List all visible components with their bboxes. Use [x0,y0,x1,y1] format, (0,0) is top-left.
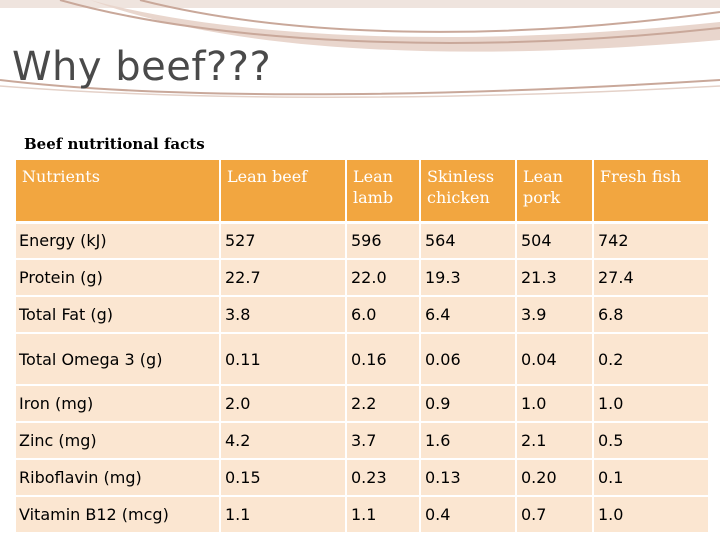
header-fresh-fish: Fresh fish [593,160,710,224]
table-row: Protein (g) 22.7 22.0 19.3 21.3 27.4 [16,259,710,297]
table-cell: 527 [220,222,347,260]
table-caption: Beef nutritional facts [24,135,205,153]
nutrient-label: Vitamin B12 (mcg) [16,496,221,534]
swoosh-line-1 [59,0,720,44]
nutrient-label: Energy (kJ) [16,222,221,260]
header-lean-lamb: Lean lamb [346,160,421,224]
top-band [0,0,720,8]
table-cell: 3.9 [516,296,594,334]
table-cell: 0.7 [516,496,594,534]
header-lean-pork: Lean pork [516,160,594,224]
nutrition-table: Nutrients Lean beef Lean lamb Skinless c… [16,160,710,534]
swoosh-line-2 [139,0,720,33]
table-row: Vitamin B12 (mcg) 1.1 1.1 0.4 0.7 1.0 [16,496,710,534]
table-cell: 1.0 [593,496,710,534]
table-cell: 1.0 [516,385,594,423]
table-row: Riboflavin (mg) 0.15 0.23 0.13 0.20 0.1 [16,459,710,497]
table-cell: 2.1 [516,422,594,460]
table-cell: 3.7 [346,422,421,460]
table-cell: 504 [516,222,594,260]
header-lean-beef: Lean beef [220,160,347,224]
table-cell: 0.23 [346,459,421,497]
slide-title: Why beef??? [12,44,272,90]
table-cell: 6.0 [346,296,421,334]
table-cell: 0.2 [593,333,710,386]
nutrient-label: Riboflavin (mg) [16,459,221,497]
nutrient-label: Total Omega 3 (g) [16,333,221,386]
table-header-row: Nutrients Lean beef Lean lamb Skinless c… [16,160,710,224]
table-cell: 0.9 [420,385,517,423]
table-cell: 0.06 [420,333,517,386]
swoosh-fill [90,0,720,52]
table-cell: 1.0 [593,385,710,423]
table-cell: 0.13 [420,459,517,497]
table-cell: 6.4 [420,296,517,334]
nutrient-label: Total Fat (g) [16,296,221,334]
table-cell: 22.0 [346,259,421,297]
table-cell: 0.5 [593,422,710,460]
table-cell: 1.1 [346,496,421,534]
table-row: Energy (kJ) 527 596 564 504 742 [16,222,710,260]
swoosh-line-4 [0,85,720,99]
table-cell: 0.11 [220,333,347,386]
table-cell: 0.04 [516,333,594,386]
swoosh-line-3 [0,79,720,96]
table-cell: 6.8 [593,296,710,334]
table-cell: 19.3 [420,259,517,297]
table-cell: 596 [346,222,421,260]
header-nutrients: Nutrients [16,160,221,224]
nutrient-label: Protein (g) [16,259,221,297]
table-cell: 0.15 [220,459,347,497]
header-skinless-chicken: Skinless chicken [420,160,517,224]
table-cell: 0.4 [420,496,517,534]
table-row: Total Fat (g) 3.8 6.0 6.4 3.9 6.8 [16,296,710,334]
table-row: Iron (mg) 2.0 2.2 0.9 1.0 1.0 [16,385,710,423]
table-cell: 4.2 [220,422,347,460]
table-cell: 1.6 [420,422,517,460]
table-cell: 0.20 [516,459,594,497]
table-cell: 21.3 [516,259,594,297]
nutrient-label: Iron (mg) [16,385,221,423]
table-row: Zinc (mg) 4.2 3.7 1.6 2.1 0.5 [16,422,710,460]
table-cell: 0.16 [346,333,421,386]
swoosh-decoration [0,0,720,99]
table-cell: 22.7 [220,259,347,297]
table-cell: 1.1 [220,496,347,534]
table-cell: 564 [420,222,517,260]
table-cell: 27.4 [593,259,710,297]
table-cell: 742 [593,222,710,260]
table-cell: 3.8 [220,296,347,334]
table-cell: 0.1 [593,459,710,497]
table-cell: 2.0 [220,385,347,423]
nutrient-label: Zinc (mg) [16,422,221,460]
table-row: Total Omega 3 (g) 0.11 0.16 0.06 0.04 0.… [16,333,710,386]
table-cell: 2.2 [346,385,421,423]
